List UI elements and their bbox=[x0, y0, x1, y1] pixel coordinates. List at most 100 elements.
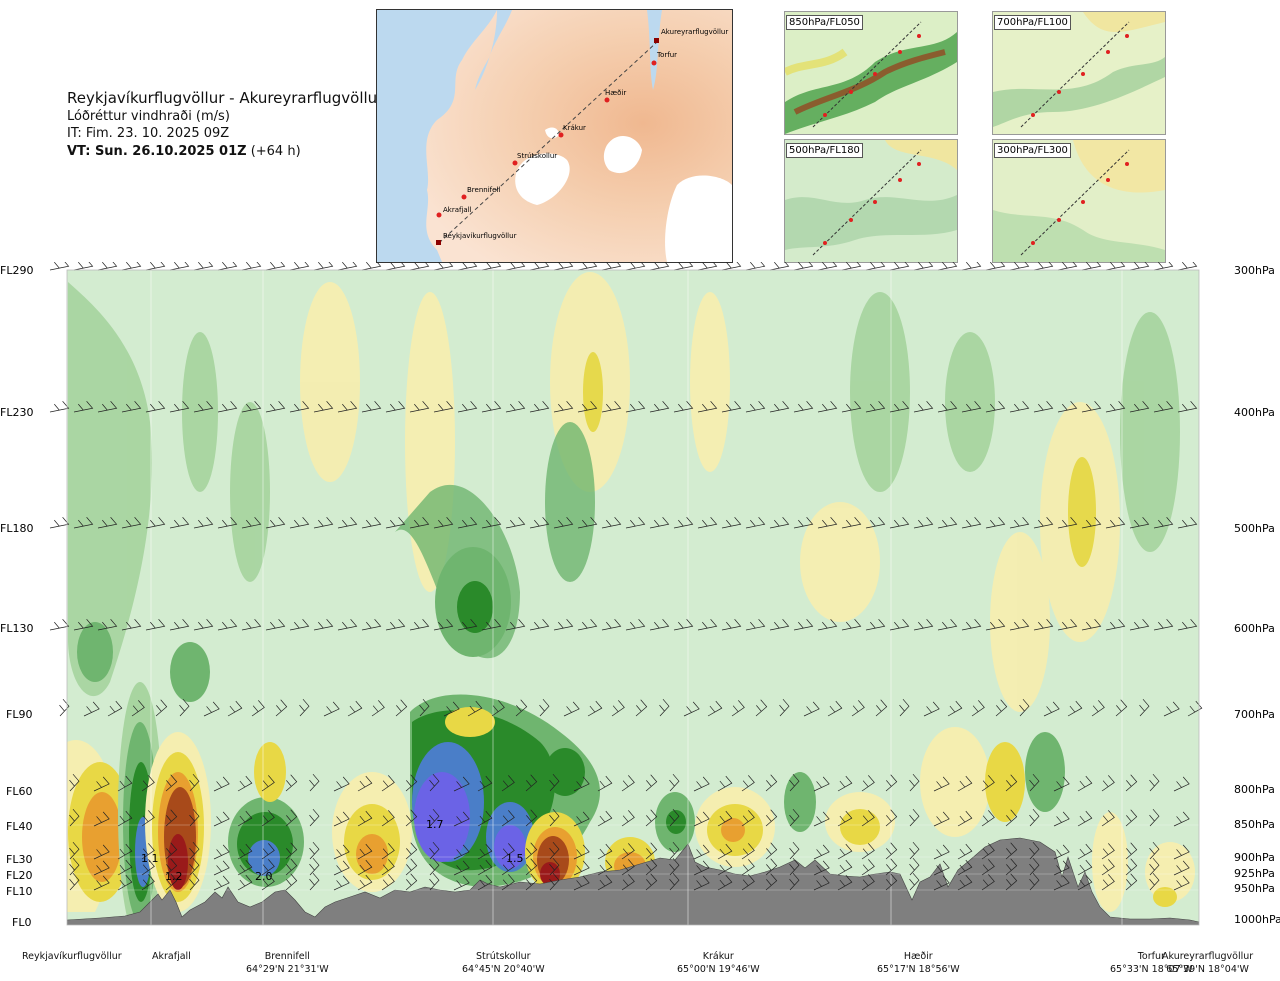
wind-barb bbox=[1125, 858, 1138, 876]
wind-barb bbox=[1009, 262, 1030, 271]
wind-barb bbox=[577, 262, 598, 271]
wind-barb bbox=[697, 517, 718, 529]
wind-barb bbox=[357, 859, 373, 876]
wind-barb bbox=[309, 872, 320, 891]
wind-barb bbox=[237, 843, 253, 860]
wind-barb bbox=[241, 517, 262, 529]
wind-barb bbox=[1077, 810, 1093, 827]
wind-barb bbox=[1177, 619, 1198, 631]
wind-barb bbox=[745, 517, 766, 529]
wind-barb bbox=[405, 873, 418, 891]
wind-barb bbox=[395, 699, 408, 717]
wind-barb bbox=[1081, 262, 1102, 271]
wind-barb bbox=[865, 517, 886, 529]
wind-barb bbox=[741, 810, 755, 827]
wind-barb bbox=[285, 842, 298, 860]
wind-barb bbox=[1129, 517, 1150, 529]
wind-barb bbox=[217, 619, 238, 631]
annotation-1-7: 1.7 bbox=[426, 818, 444, 831]
wind-barb bbox=[117, 775, 133, 792]
wind-barb bbox=[409, 517, 430, 529]
wind-barb bbox=[717, 775, 733, 792]
wind-barb bbox=[721, 517, 742, 529]
wind-barb bbox=[189, 841, 200, 860]
wind-barb bbox=[361, 619, 382, 631]
wind-barb bbox=[1029, 872, 1040, 891]
wind-barb bbox=[539, 698, 550, 717]
wind-barb bbox=[793, 262, 814, 271]
wind-barb bbox=[155, 699, 168, 717]
wind-barb bbox=[261, 843, 275, 860]
wind-barb bbox=[73, 262, 94, 271]
wind-barb bbox=[1019, 698, 1030, 717]
wind-barb bbox=[1173, 776, 1190, 792]
wind-barb bbox=[933, 811, 950, 827]
wind-barb bbox=[169, 401, 190, 413]
wind-barb bbox=[313, 619, 334, 631]
wind-barb bbox=[1081, 517, 1102, 529]
wind-barb bbox=[361, 401, 382, 413]
wind-barb bbox=[529, 262, 550, 271]
wind-barb bbox=[145, 619, 166, 631]
wind-barb bbox=[169, 619, 190, 631]
wind-barb bbox=[405, 842, 418, 860]
wind-barb bbox=[261, 775, 275, 792]
wind-barb bbox=[117, 843, 133, 860]
wind-barb bbox=[645, 774, 658, 792]
wind-barb bbox=[601, 262, 622, 271]
wind-barb bbox=[285, 774, 298, 792]
fl-label: FL130 bbox=[0, 622, 33, 635]
wind-barb bbox=[597, 775, 613, 792]
wind-barb bbox=[861, 775, 875, 792]
wind-barb bbox=[827, 700, 843, 717]
wind-barb bbox=[697, 262, 718, 271]
wind-barb bbox=[443, 701, 460, 717]
wind-barb bbox=[933, 875, 950, 891]
wind-barb bbox=[333, 875, 350, 891]
wind-barb bbox=[169, 517, 190, 529]
wind-barb bbox=[481, 619, 502, 631]
wind-barb bbox=[357, 843, 373, 860]
wind-barb bbox=[851, 700, 865, 717]
wind-barb bbox=[563, 701, 580, 717]
wind-barb bbox=[597, 859, 613, 876]
wind-barb bbox=[573, 844, 590, 860]
wind-barb bbox=[1101, 810, 1115, 827]
wind-barb bbox=[1149, 857, 1160, 876]
wind-barb bbox=[645, 842, 658, 860]
fl-label: FL60 bbox=[6, 785, 32, 798]
wind-barb bbox=[189, 773, 200, 792]
wind-barb bbox=[117, 874, 133, 891]
wind-barb bbox=[477, 843, 493, 860]
wind-barb bbox=[1057, 401, 1078, 413]
wind-barb bbox=[97, 517, 118, 529]
wind-barb bbox=[93, 844, 110, 860]
wind-barb bbox=[501, 843, 515, 860]
wind-barb bbox=[1105, 619, 1126, 631]
wind-barb bbox=[769, 401, 790, 413]
wind-barb bbox=[793, 619, 814, 631]
wind-barb bbox=[1153, 619, 1174, 631]
wind-barb bbox=[457, 619, 478, 631]
wind-barb bbox=[405, 858, 418, 876]
hpa-label: 1000hPa bbox=[1234, 913, 1280, 926]
wind-barb bbox=[169, 262, 190, 271]
fl-label: FL10 bbox=[6, 885, 32, 898]
wind-barb bbox=[237, 810, 253, 827]
lead-time: (+64 h) bbox=[246, 143, 301, 159]
wind-barb bbox=[683, 701, 700, 717]
wind-barb bbox=[909, 857, 920, 876]
wind-barb bbox=[865, 262, 886, 271]
wind-barb bbox=[381, 775, 395, 792]
wind-barb bbox=[357, 810, 373, 827]
fl-label: FL290 bbox=[0, 264, 33, 277]
wind-barb bbox=[793, 401, 814, 413]
wind-barb bbox=[981, 775, 995, 792]
wind-barb bbox=[769, 262, 790, 271]
wind-barb bbox=[49, 517, 70, 529]
waypoint-label-akureyri: Akureyrarflugvöllur 65°39'N 18°04'W bbox=[1162, 951, 1254, 975]
wind-barb bbox=[313, 517, 334, 529]
wind-barb bbox=[405, 774, 418, 792]
wind-barb bbox=[885, 873, 898, 891]
wind-barb bbox=[1077, 775, 1093, 792]
